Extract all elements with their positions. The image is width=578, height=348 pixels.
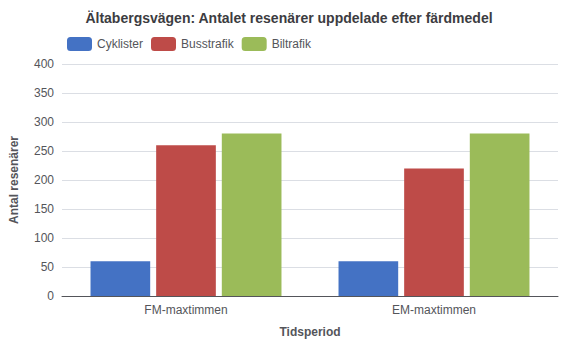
svg-text:FM-maxtimmen: FM-maxtimmen (144, 303, 227, 317)
svg-text:400: 400 (34, 57, 54, 71)
svg-text:150: 150 (34, 202, 54, 216)
svg-text:200: 200 (34, 173, 54, 187)
svg-text:350: 350 (34, 86, 54, 100)
svg-text:50: 50 (41, 260, 55, 274)
svg-text:Cyklister: Cyklister (97, 37, 143, 51)
svg-text:EM-maxtimmen: EM-maxtimmen (392, 303, 476, 317)
svg-text:Antal resenärer: Antal resenärer (7, 136, 21, 224)
svg-text:Busstrafik: Busstrafik (181, 37, 235, 51)
svg-text:300: 300 (34, 115, 54, 129)
svg-text:100: 100 (34, 231, 54, 245)
svg-text:Biltrafik: Biltrafik (272, 37, 312, 51)
svg-text:0: 0 (47, 289, 54, 303)
svg-text:Tidsperiod: Tidsperiod (279, 325, 340, 339)
svg-text:250: 250 (34, 144, 54, 158)
svg-text:Ältabergsvägen: Antalet resenä: Ältabergsvägen: Antalet resenärer uppdel… (85, 10, 492, 26)
